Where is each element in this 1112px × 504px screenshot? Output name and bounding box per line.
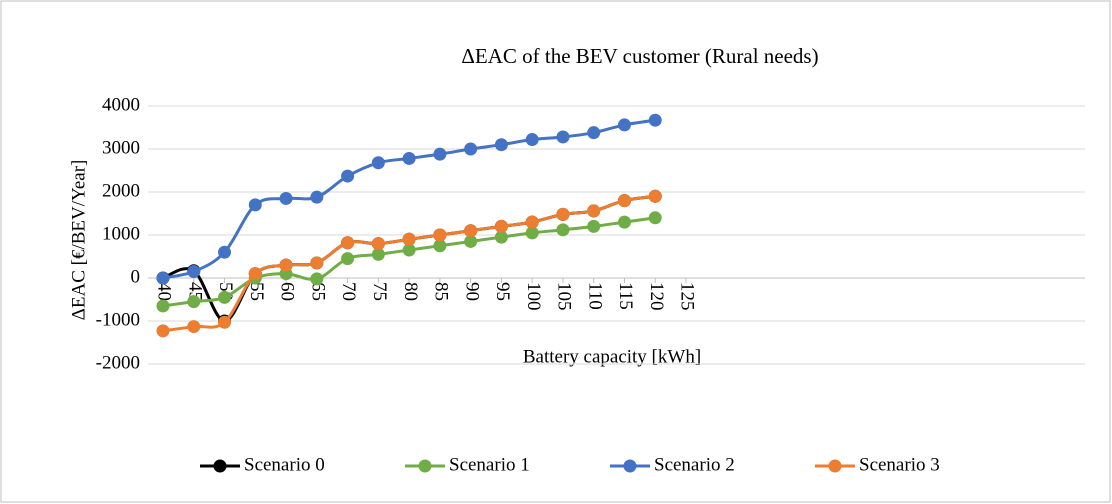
x-tick-label: 75 — [369, 282, 390, 301]
point-marker — [648, 189, 662, 203]
y-tick-label: 2000 — [102, 180, 140, 201]
x-tick-label: 65 — [307, 282, 328, 301]
point-marker — [433, 239, 447, 253]
legend-label: Scenario 3 — [859, 454, 940, 475]
x-tick-label: 80 — [400, 282, 421, 301]
point-marker — [587, 219, 601, 233]
point-marker — [587, 204, 601, 218]
point-marker — [617, 194, 631, 208]
point-marker — [341, 252, 355, 266]
point-marker — [310, 272, 324, 286]
legend-swatch-marker — [213, 459, 227, 473]
y-tick-label: -1000 — [96, 309, 140, 330]
point-marker — [279, 191, 293, 205]
legend-swatch-marker — [418, 459, 432, 473]
legend-label: Scenario 1 — [449, 454, 530, 475]
x-tick-label: 95 — [492, 282, 513, 301]
x-tick-label: 105 — [554, 282, 575, 311]
point-marker — [218, 290, 232, 304]
y-axis-title: ΔEAC [€/BEV/Year] — [68, 160, 89, 321]
point-marker — [371, 247, 385, 261]
x-tick-label: 125 — [677, 282, 698, 311]
legend-label: Scenario 2 — [654, 454, 735, 475]
point-marker — [525, 226, 539, 240]
point-marker — [648, 211, 662, 225]
point-marker — [248, 198, 262, 212]
point-marker — [433, 228, 447, 242]
point-marker — [156, 324, 170, 338]
x-tick-label: 55 — [246, 282, 267, 301]
point-marker — [218, 315, 232, 329]
series — [156, 113, 662, 285]
point-marker — [156, 271, 170, 285]
point-marker — [279, 258, 293, 272]
point-marker — [187, 320, 201, 334]
point-marker — [464, 224, 478, 238]
point-marker — [187, 295, 201, 309]
x-tick-label: 120 — [646, 282, 667, 311]
y-tick-label: 3000 — [102, 137, 140, 158]
point-marker — [494, 138, 508, 152]
point-marker — [494, 219, 508, 233]
x-tick-label: 85 — [431, 282, 452, 301]
x-tick-label: 70 — [338, 282, 359, 301]
point-marker — [556, 207, 570, 221]
x-tick-label: 60 — [277, 282, 298, 301]
point-marker — [556, 130, 570, 144]
point-marker — [402, 151, 416, 165]
x-axis-title: Battery capacity [kWh] — [523, 346, 701, 367]
point-marker — [156, 299, 170, 313]
y-tick-label: 0 — [131, 266, 141, 287]
point-marker — [402, 232, 416, 246]
x-tick-label: 100 — [523, 282, 544, 311]
point-marker — [587, 126, 601, 140]
point-marker — [464, 142, 478, 156]
x-tick-label: 115 — [615, 282, 636, 310]
point-marker — [525, 215, 539, 229]
point-marker — [341, 169, 355, 183]
point-marker — [402, 243, 416, 257]
chart-title: ΔEAC of the BEV customer (Rural needs) — [461, 44, 818, 68]
point-marker — [648, 113, 662, 127]
x-tick-label: 40 — [154, 282, 175, 301]
point-marker — [525, 133, 539, 147]
point-marker — [433, 147, 447, 161]
point-marker — [218, 245, 232, 259]
x-tick-label: 90 — [461, 282, 482, 301]
point-marker — [617, 118, 631, 132]
point-marker — [371, 237, 385, 251]
y-tick-label: 1000 — [102, 223, 140, 244]
legend-label: Scenario 0 — [244, 454, 325, 475]
x-tick-label: 110 — [584, 282, 605, 310]
point-marker — [617, 215, 631, 229]
x-tick-label: 45 — [184, 282, 205, 301]
point-marker — [248, 267, 262, 281]
legend-swatch-marker — [828, 459, 842, 473]
point-marker — [187, 265, 201, 279]
series — [156, 189, 662, 338]
y-tick-label: -2000 — [96, 352, 140, 373]
point-marker — [494, 230, 508, 244]
legend-swatch-marker — [623, 459, 637, 473]
point-marker — [556, 223, 570, 237]
point-marker — [310, 190, 324, 204]
point-marker — [371, 156, 385, 170]
point-marker — [464, 234, 478, 248]
point-marker — [310, 256, 324, 270]
y-tick-label: 4000 — [102, 94, 140, 115]
point-marker — [341, 236, 355, 250]
